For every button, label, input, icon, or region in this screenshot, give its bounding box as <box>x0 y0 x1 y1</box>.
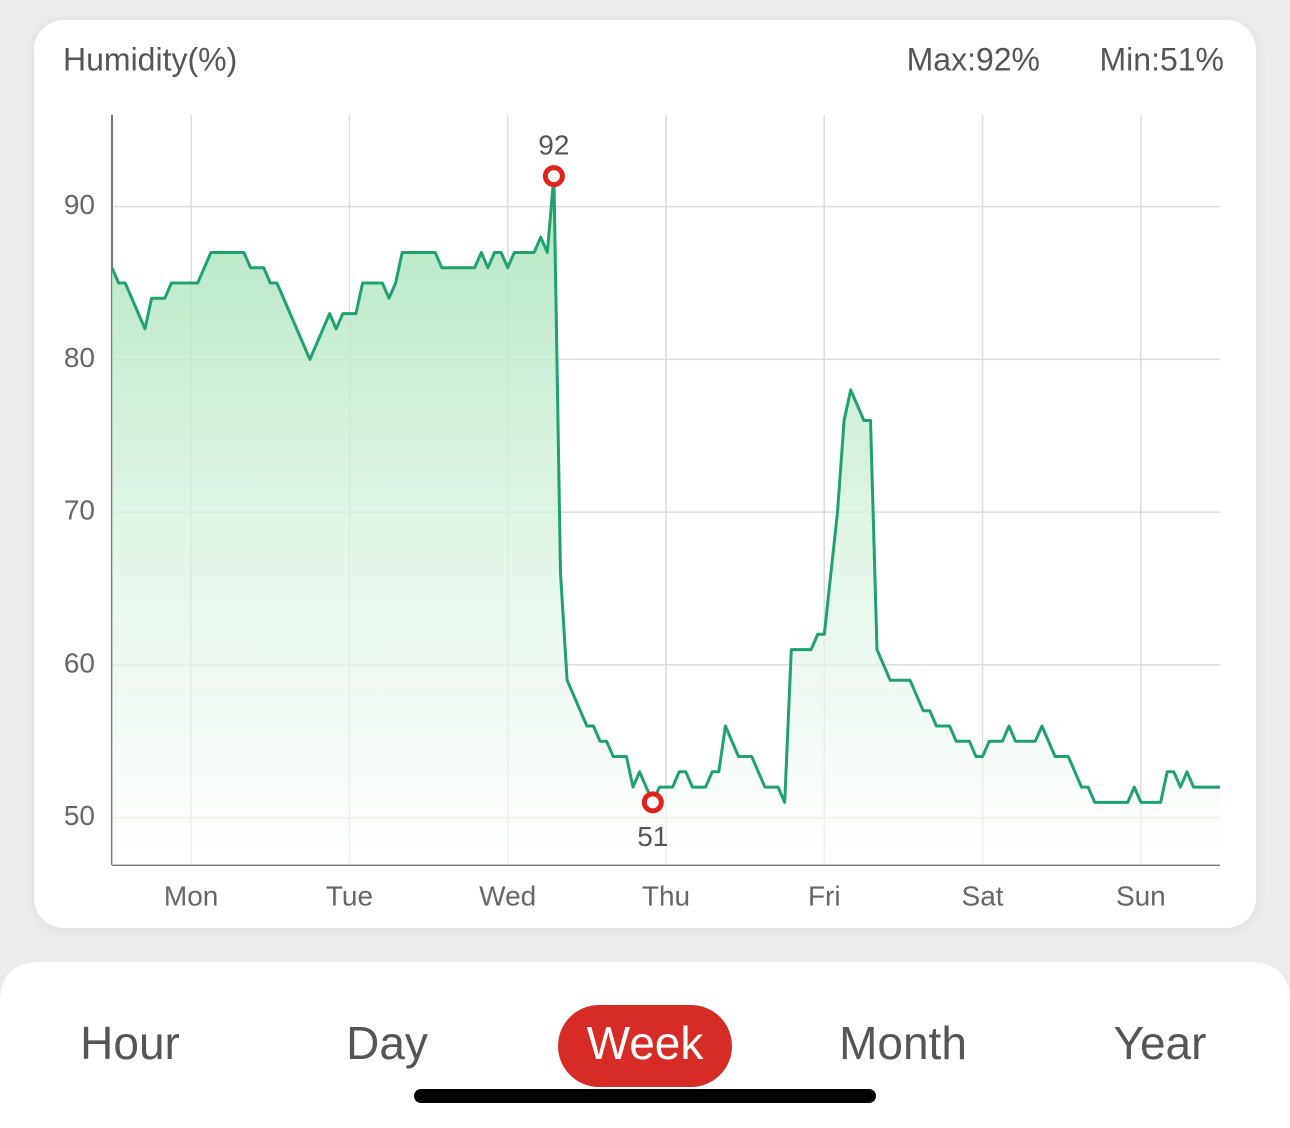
y-tick-label: 70 <box>64 495 95 526</box>
max-summary: Max:92% <box>907 41 1040 77</box>
y-tick-label: 90 <box>64 189 95 220</box>
chart-title: Humidity(%) <box>63 41 237 77</box>
tab[interactable]: Year <box>1114 1017 1207 1069</box>
home-indicator <box>414 1089 876 1103</box>
min-summary: Min:51% <box>1100 41 1225 77</box>
x-tick-label: Tue <box>326 880 373 911</box>
min-point-label: 51 <box>637 821 668 852</box>
line <box>110 174 1220 804</box>
y-tick-label: 80 <box>64 342 95 373</box>
y-tick-label: 50 <box>64 800 95 831</box>
active-tab-pill <box>558 1005 732 1087</box>
plot: 50 60 70 80 90 Mon Tue Wed Thu Fri Sat Sun 92 51 <box>64 115 1220 911</box>
x-tick-label: Mon <box>164 880 218 911</box>
y-tick-label: 60 <box>64 647 95 678</box>
area-fill <box>112 176 1220 866</box>
x-tick-label: Fri <box>808 880 841 911</box>
max-point-label: 92 <box>538 129 569 160</box>
tab[interactable]: Hour <box>80 1017 180 1069</box>
x-tick-label: Thu <box>642 880 690 911</box>
tab[interactable]: Month <box>839 1017 967 1069</box>
tab[interactable]: Day <box>346 1017 428 1069</box>
x-tick-label: Sun <box>1116 880 1166 911</box>
tabs: Hour Day Week Month Year <box>80 1005 1206 1087</box>
max-point-marker <box>542 165 565 188</box>
x-tick-label: Sat <box>962 880 1004 911</box>
active-tab[interactable]: Week <box>587 1017 705 1069</box>
x-tick-label: Wed <box>479 880 536 911</box>
min-point-marker <box>641 791 664 814</box>
